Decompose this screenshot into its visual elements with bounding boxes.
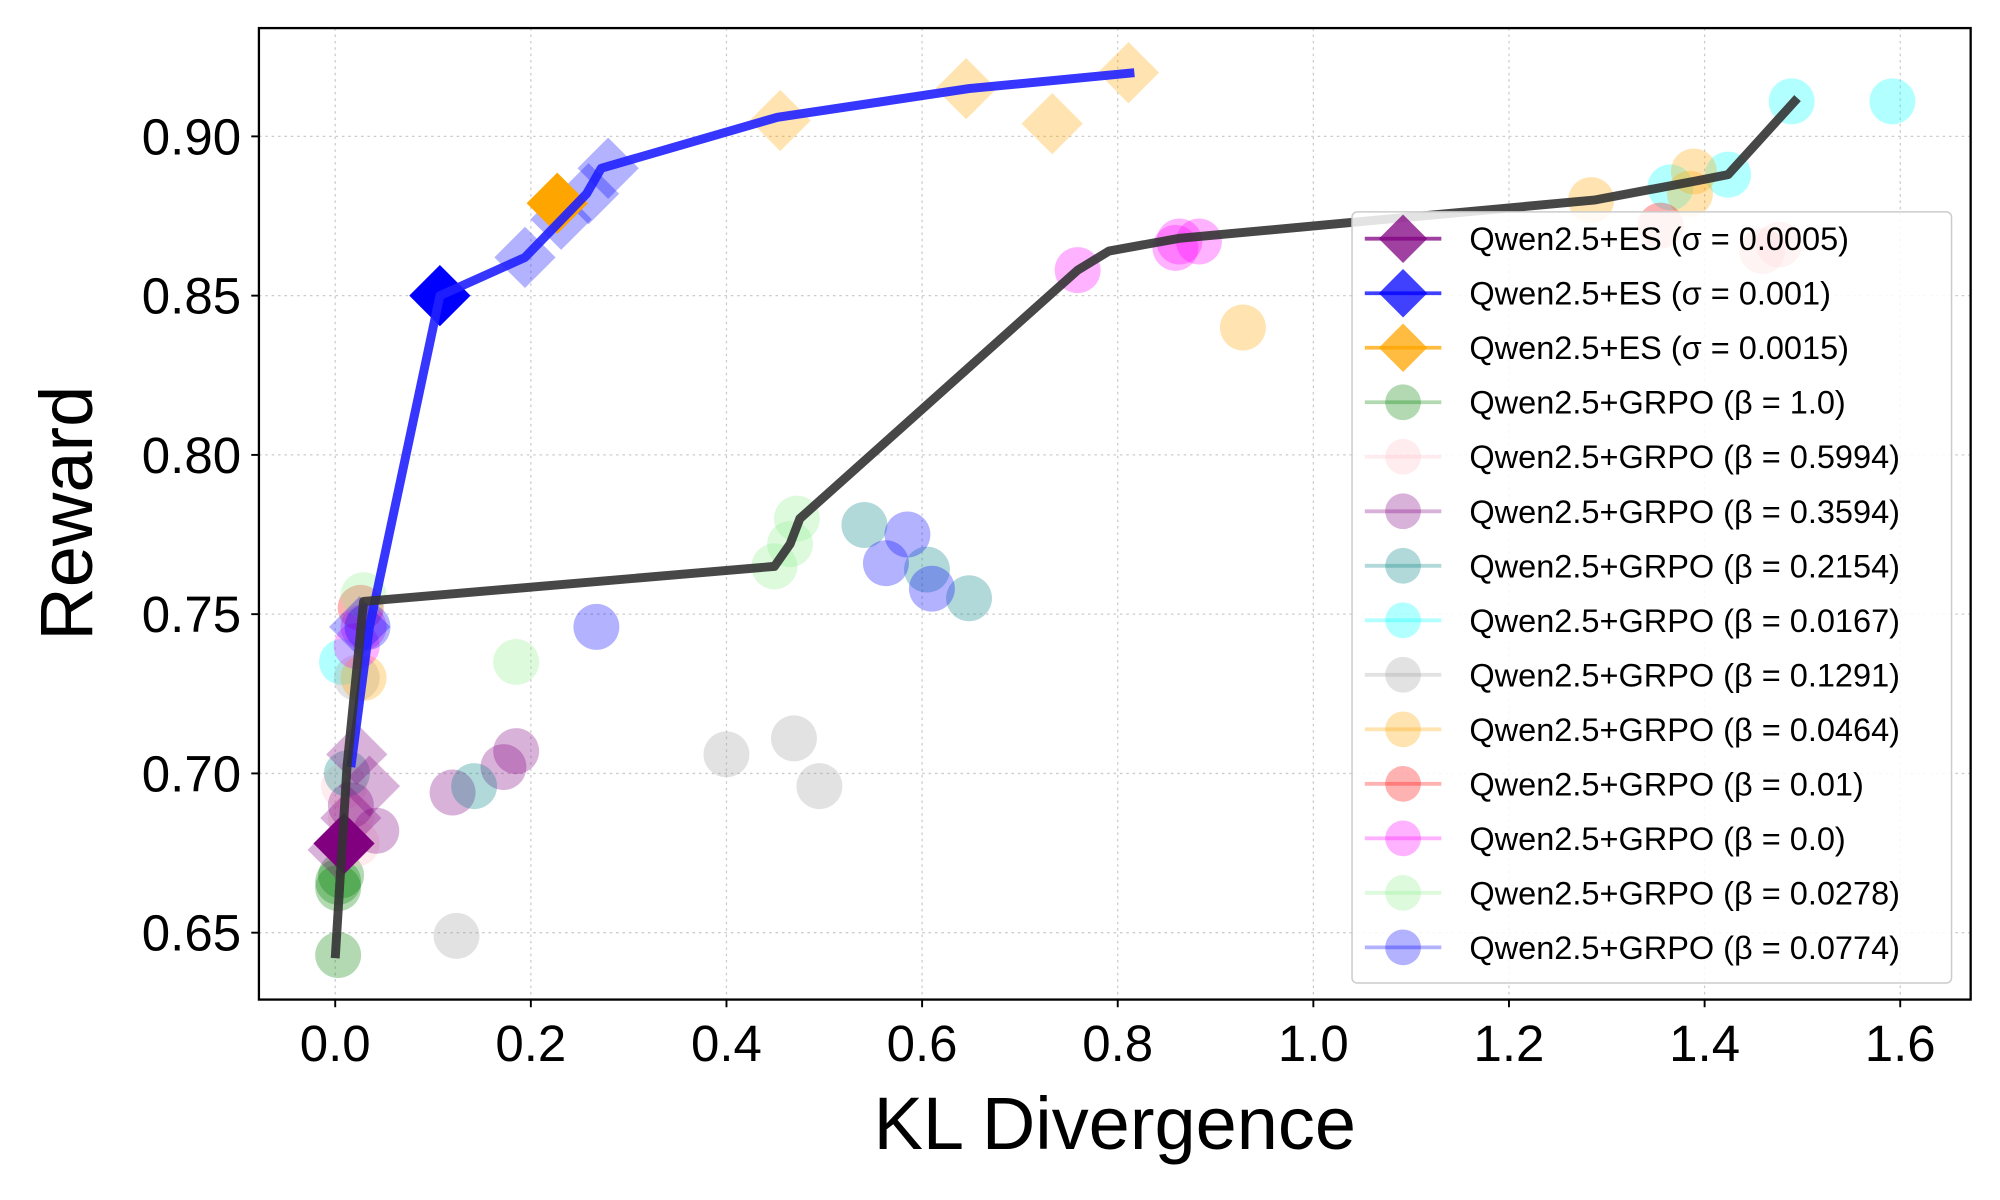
legend-item: Qwen2.5+GRPO (β = 0.0)	[1364, 820, 1846, 857]
y-tick-label: 0.80	[142, 427, 241, 484]
diamond-point	[1021, 93, 1083, 155]
legend-circle-icon	[1385, 438, 1421, 475]
legend-box	[1351, 211, 1953, 984]
circle-point	[1869, 78, 1916, 125]
circle-point	[796, 763, 843, 810]
legend-item: Qwen2.5+GRPO (β = 0.2154)	[1364, 547, 1900, 584]
legend-item: Qwen2.5+ES (σ = 0.0015)	[1364, 323, 1849, 372]
circle-point	[451, 763, 498, 810]
y-tick-label: 0.90	[142, 108, 241, 165]
legend-diamond-icon	[1378, 268, 1428, 318]
x-axis-label: KL Divergence	[874, 1082, 1356, 1165]
circle-point	[884, 511, 931, 558]
legend-label: Qwen2.5+GRPO (β = 0.0167)	[1469, 603, 1900, 639]
x-tick-label: 0.8	[1082, 1015, 1153, 1072]
legend-label: Qwen2.5+GRPO (β = 0.2154)	[1469, 548, 1900, 584]
legend-label: Qwen2.5+GRPO (β = 0.01)	[1469, 766, 1863, 802]
circle-point	[946, 575, 993, 622]
legend-circle-icon	[1385, 874, 1421, 911]
legend-circle-icon	[1385, 929, 1421, 966]
x-tick-label: 0.0	[300, 1015, 371, 1072]
axis-ticks: 0.0 0.2 0.4 0.6 0.8 1.0 1.2 1.4 1.6 0.65 0.70 0.75 0…	[142, 108, 1936, 1072]
circle-point	[862, 540, 909, 587]
x-tick-label: 0.6	[887, 1015, 958, 1072]
legend-label: Qwen2.5+GRPO (β = 0.0)	[1469, 821, 1845, 857]
legend-label: Qwen2.5+ES (σ = 0.0015)	[1469, 330, 1849, 366]
legend-item: Qwen2.5+GRPO (β = 0.1291)	[1364, 656, 1900, 693]
circle-point	[841, 501, 888, 548]
y-tick-label: 0.85	[142, 267, 241, 324]
x-tick-label: 1.6	[1865, 1015, 1936, 1072]
mean-lines	[330, 68, 1801, 959]
x-tick-label: 1.4	[1669, 1015, 1740, 1072]
y-axis-label: Reward	[25, 386, 108, 641]
legend-item: Qwen2.5+GRPO (β = 1.0)	[1364, 384, 1846, 421]
legend-circle-icon	[1385, 656, 1421, 693]
legend-circle-icon	[1385, 602, 1421, 639]
circle-point	[703, 731, 750, 778]
circle-point	[573, 603, 620, 650]
legend-item: Qwen2.5+GRPO (β = 0.0464)	[1364, 711, 1900, 748]
legend-circle-icon	[1385, 493, 1421, 530]
legend-item: Qwen2.5+GRPO (β = 0.0278)	[1364, 874, 1900, 911]
circle-point	[1219, 304, 1266, 351]
diamond-point	[526, 172, 588, 234]
legend-label: Qwen2.5+GRPO (β = 0.0278)	[1469, 875, 1900, 911]
circle-point	[771, 715, 817, 762]
legend-circle-icon	[1385, 711, 1421, 748]
legend-item: Qwen2.5+ES (σ = 0.001)	[1364, 268, 1831, 318]
circle-point	[433, 912, 480, 959]
circle-point	[480, 744, 527, 791]
circle-point	[1175, 218, 1222, 265]
mean-line	[330, 95, 1801, 959]
circle-point	[429, 769, 476, 816]
legend-item: Qwen2.5+GRPO (β = 0.0167)	[1364, 602, 1900, 639]
y-tick-label: 0.65	[142, 905, 241, 962]
legend-label: Qwen2.5+GRPO (β = 0.3594)	[1469, 494, 1900, 530]
circle-point	[908, 565, 955, 612]
x-tick-label: 1.2	[1474, 1015, 1545, 1072]
legend-label: Qwen2.5+ES (σ = 0.001)	[1469, 276, 1831, 312]
legend-item: Qwen2.5+GRPO (β = 0.0774)	[1364, 929, 1900, 966]
y-tick-label: 0.75	[142, 586, 241, 643]
legend-item: Qwen2.5+GRPO (β = 0.5994)	[1364, 438, 1900, 475]
legend-label: Qwen2.5+GRPO (β = 1.0)	[1469, 385, 1845, 421]
legend-label: Qwen2.5+GRPO (β = 0.1291)	[1469, 657, 1900, 693]
mean-line	[346, 68, 1135, 768]
circle-point	[904, 546, 950, 593]
diamond-point	[320, 787, 382, 849]
legend-circle-icon	[1385, 765, 1421, 802]
y-tick-label: 0.70	[142, 745, 241, 802]
legend-circle-icon	[1385, 384, 1421, 421]
legend-label: Qwen2.5+GRPO (β = 0.0774)	[1469, 930, 1900, 966]
diamond-point	[338, 755, 401, 817]
legend-label: Qwen2.5+GRPO (β = 0.5994)	[1469, 439, 1900, 475]
x-tick-label: 0.2	[495, 1015, 566, 1072]
x-tick-label: 1.0	[1278, 1015, 1349, 1072]
legend-label: Qwen2.5+GRPO (β = 0.0464)	[1469, 712, 1900, 748]
legend-item: Qwen2.5+GRPO (β = 0.3594)	[1364, 493, 1900, 530]
legend-diamond-icon	[1378, 323, 1428, 372]
circle-point	[327, 782, 374, 829]
circle-point	[493, 728, 540, 775]
legend-item: Qwen2.5+GRPO (β = 0.01)	[1364, 765, 1864, 802]
legend-label: Qwen2.5+ES (σ = 0.0005)	[1469, 221, 1849, 257]
legend: Qwen2.5+ES (σ = 0.0005) Qwen2.5+ES (σ = 0…	[1351, 211, 1953, 984]
x-tick-label: 0.4	[691, 1015, 762, 1072]
circle-point	[493, 638, 540, 685]
legend-circle-icon	[1385, 820, 1421, 857]
plot-frame	[257, 26, 1972, 1001]
legend-circle-icon	[1385, 547, 1421, 584]
